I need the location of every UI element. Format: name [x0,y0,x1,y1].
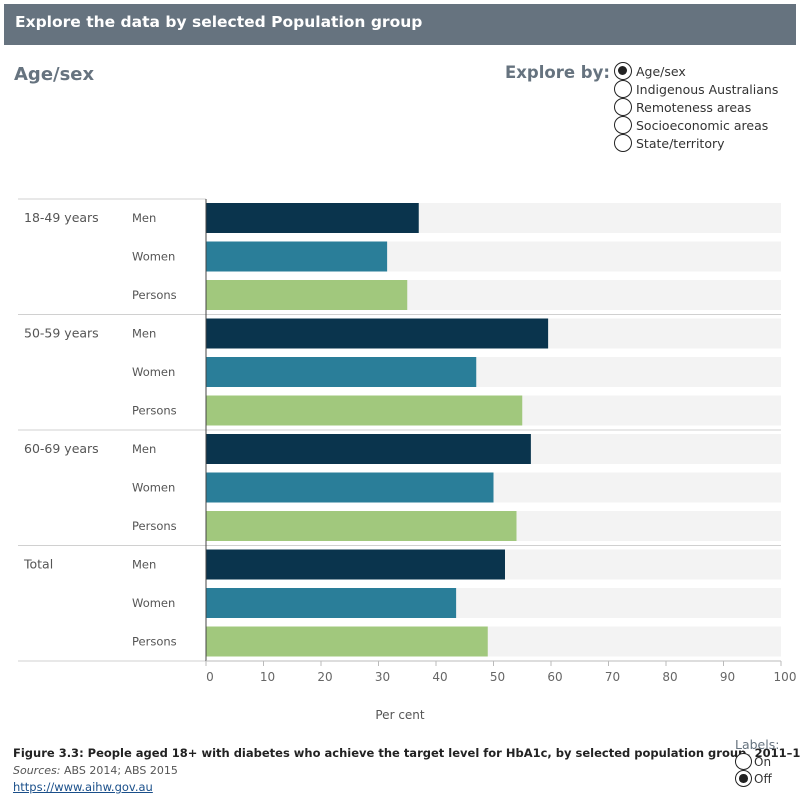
sources-text: ABS 2014; ABS 2015 [60,764,178,777]
bar-men [206,318,549,349]
explore-option-socioeconomic[interactable]: Socioeconomic areas [614,116,768,134]
explore-option-age-sex[interactable]: Age/sex [614,62,686,80]
group-label: 18-49 years [24,210,99,225]
explore-option-indigenous[interactable]: Indigenous Australians [614,80,778,98]
labels-toggle-title: Labels: [735,737,780,752]
x-tick-label: 10 [260,670,275,684]
bar-men [206,434,531,464]
row-label: Women [132,596,175,610]
bar-women [206,588,457,618]
row-label: Persons [132,288,177,302]
radio-icon[interactable] [735,770,752,787]
radio-icon[interactable] [614,80,632,98]
row-label: Men [132,211,156,225]
x-tick-label: 90 [720,670,735,684]
header-title: Explore the data by selected Population … [15,13,423,31]
row-label: Women [132,481,175,495]
row-label: Women [132,250,175,264]
group-label: 60-69 years [24,441,99,456]
radio-icon[interactable] [614,62,632,80]
row-label: Persons [132,635,177,649]
x-tick-label: 70 [605,670,620,684]
bar-persons [206,280,408,310]
row-label: Persons [132,519,177,533]
labels-option-off[interactable]: Off [735,770,772,787]
x-tick-label: 0 [206,670,214,684]
x-tick-label: 40 [432,670,447,684]
explore-option-label: State/territory [636,135,725,151]
bar-persons [206,626,488,657]
labels-option-label: On [754,754,772,769]
explore-option-label: Indigenous Australians [636,81,779,97]
x-tick-label: 80 [662,670,677,684]
bar-persons [206,511,517,541]
sources-prefix: Sources: [13,764,61,777]
bar-persons [206,395,523,426]
labels-option-on[interactable]: On [735,753,771,770]
x-tick-label: 60 [547,670,562,684]
figure-caption: Figure 3.3: People aged 18+ with diabete… [13,746,800,760]
x-tick-label: 50 [490,670,505,684]
explore-option-label: Socioeconomic areas [636,117,769,133]
group-label: Total [23,557,53,572]
bar-men [206,549,505,580]
x-tick-label: 100 [774,670,797,684]
bar-women [206,357,477,387]
radio-icon[interactable] [614,116,632,134]
row-label: Men [132,327,156,341]
row-label: Persons [132,404,177,418]
x-axis-title: Per cent [375,708,425,722]
aihw-link[interactable]: https://www.aihw.gov.au [13,780,153,794]
bar-women [206,241,388,272]
header-bar: Explore the data by selected Population … [4,4,796,45]
sources-line: Sources: ABS 2014; ABS 2015 [13,764,178,777]
bar-men [206,203,419,233]
explore-by-label: Explore by: [505,63,610,82]
explore-option-remoteness[interactable]: Remoteness areas [614,98,751,116]
bar-women [206,472,494,503]
radio-icon[interactable] [735,753,752,770]
explore-option-label: Remoteness areas [636,99,752,115]
x-tick-label: 20 [317,670,332,684]
section-title: Age/sex [14,64,95,85]
x-tick-label: 30 [375,670,390,684]
group-label: 50-59 years [24,326,99,341]
row-label: Women [132,365,175,379]
row-label: Men [132,558,156,572]
explore-option-state[interactable]: State/territory [614,134,725,152]
bar-chart: Men Women Persons 18-49 years Men Women Person… [18,198,797,722]
radio-icon[interactable] [614,134,632,152]
explore-option-label: Age/sex [636,63,686,79]
row-label: Men [132,442,156,456]
radio-icon[interactable] [614,98,632,116]
labels-option-label: Off [754,771,772,786]
